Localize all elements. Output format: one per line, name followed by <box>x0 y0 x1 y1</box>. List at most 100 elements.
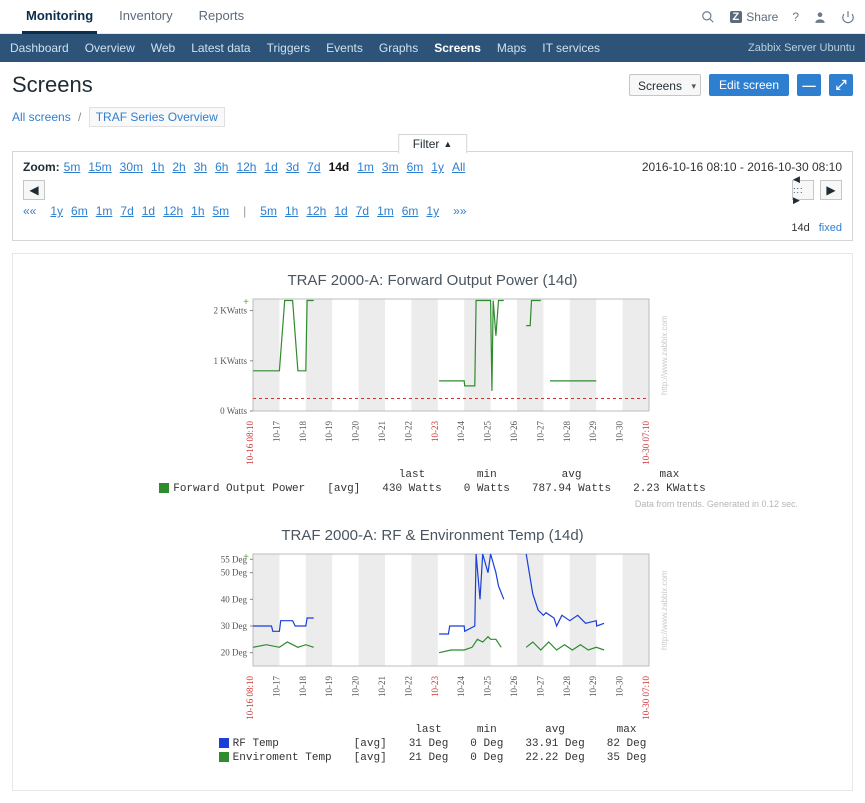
subnav-item-events[interactable]: Events <box>326 35 363 61</box>
svg-text:10-24: 10-24 <box>456 676 466 697</box>
topnav-item-inventory[interactable]: Inventory <box>115 0 176 34</box>
power-icon[interactable] <box>841 10 855 24</box>
shift-left-1y[interactable]: 1y <box>50 204 63 218</box>
shift-right-12h[interactable]: 12h <box>306 204 326 218</box>
zoom-3h[interactable]: 3h <box>194 160 207 174</box>
edit-screen-button[interactable]: Edit screen <box>709 74 789 96</box>
shift-right-1m[interactable]: 1m <box>377 204 394 218</box>
filter-toggle[interactable]: Filter ▲ <box>398 134 468 154</box>
page-head: Screens Screens Edit screen — ⤢ <box>0 62 865 106</box>
shift-right-7d[interactable]: 7d <box>356 204 369 218</box>
svg-text:10-28: 10-28 <box>561 676 571 697</box>
zoom-30m[interactable]: 30m <box>120 160 143 174</box>
zoom-6m[interactable]: 6m <box>407 160 424 174</box>
subnav-item-graphs[interactable]: Graphs <box>379 35 418 61</box>
svg-text:+: + <box>243 552 249 563</box>
shift-right-1y[interactable]: 1y <box>426 204 439 218</box>
search-icon[interactable] <box>700 9 716 25</box>
shift-left-7d[interactable]: 7d <box>120 204 133 218</box>
nav-left-button[interactable]: ◀ <box>23 180 45 200</box>
legend-cell: [avg] <box>344 738 397 750</box>
zoom-7d[interactable]: 7d <box>307 160 320 174</box>
fixed-row: 14d fixed <box>23 222 842 234</box>
subnav-item-maps[interactable]: Maps <box>497 35 526 61</box>
shift-left-dbl[interactable]: «« <box>23 204 36 218</box>
legend-swatch <box>219 738 229 748</box>
zoom-2h[interactable]: 2h <box>172 160 185 174</box>
shift-left-1h[interactable]: 1h <box>191 204 204 218</box>
zoom-3d[interactable]: 3d <box>286 160 299 174</box>
share-button[interactable]: Z Share <box>730 10 779 24</box>
svg-text:10-16 08:10: 10-16 08:10 <box>245 676 255 720</box>
zoom-label: Zoom: <box>23 160 60 174</box>
svg-text:10-23: 10-23 <box>429 676 439 697</box>
legend-cell: 31 Deg <box>399 738 459 750</box>
time-to: 2016-10-30 08:10 <box>747 160 842 174</box>
chart-1: TRAF 2000-A: RF & Environment Temp (14d)… <box>27 527 838 766</box>
subnav-item-screens[interactable]: Screens <box>434 35 481 61</box>
zoom-All[interactable]: All <box>452 160 465 174</box>
fixed-toggle[interactable]: fixed <box>819 222 842 234</box>
subnav-item-overview[interactable]: Overview <box>85 35 135 61</box>
legend-cell: 35 Deg <box>597 752 657 764</box>
subnav-item-dashboard[interactable]: Dashboard <box>10 35 69 61</box>
svg-text:10-19: 10-19 <box>324 676 334 697</box>
shift-left-6m[interactable]: 6m <box>71 204 88 218</box>
subnav-item-it-services[interactable]: IT services <box>542 35 600 61</box>
svg-text:0 Watts: 0 Watts <box>220 406 247 416</box>
shift-left-links: 1y 6m 1m 7d 1d 12h 1h 5m <box>50 204 229 218</box>
svg-text:50 Deg: 50 Deg <box>220 568 247 578</box>
zoom-14d[interactable]: 14d <box>329 160 350 174</box>
svg-text:10-25: 10-25 <box>482 421 492 442</box>
zoom-1m[interactable]: 1m <box>357 160 374 174</box>
time-slider[interactable]: ◀ ::: ▶ <box>792 180 814 200</box>
topnav: Monitoring Inventory Reports <box>22 0 248 34</box>
user-icon[interactable] <box>813 10 827 24</box>
svg-text:+: + <box>243 297 249 308</box>
legend-cell: 82 Deg <box>597 738 657 750</box>
zoom-3m[interactable]: 3m <box>382 160 399 174</box>
help-icon[interactable]: ? <box>792 10 799 24</box>
nav-right-button[interactable]: ▶ <box>820 180 842 200</box>
zoom-6h[interactable]: 6h <box>215 160 228 174</box>
svg-text:10-22: 10-22 <box>403 676 413 697</box>
shift-left-5m[interactable]: 5m <box>213 204 230 218</box>
subnav-item-web[interactable]: Web <box>151 35 175 61</box>
zoom-1h[interactable]: 1h <box>151 160 164 174</box>
screens-select[interactable]: Screens <box>629 74 701 96</box>
zoom-1y[interactable]: 1y <box>431 160 444 174</box>
time-from: 2016-10-16 08:10 <box>642 160 737 174</box>
zoom-12h[interactable]: 12h <box>236 160 256 174</box>
subnav-item-triggers[interactable]: Triggers <box>267 35 311 61</box>
shift-right-dbl[interactable]: »» <box>453 204 466 218</box>
fullscreen-button[interactable]: ⤢ <box>829 74 853 96</box>
shift-right-1h[interactable]: 1h <box>285 204 298 218</box>
shift-right-5m[interactable]: 5m <box>260 204 277 218</box>
collapse-button[interactable]: — <box>797 74 821 96</box>
legend-cell: 0 Deg <box>460 752 513 764</box>
svg-text:10-21: 10-21 <box>377 421 387 442</box>
zoom-15m[interactable]: 15m <box>88 160 111 174</box>
topnav-item-reports[interactable]: Reports <box>195 0 249 34</box>
server-label: Zabbix Server Ubuntu <box>748 42 855 54</box>
filter-label: Filter <box>413 137 440 151</box>
svg-text:1 KWatts: 1 KWatts <box>213 356 247 366</box>
chart-title: TRAF 2000-A: Forward Output Power (14d) <box>27 272 838 289</box>
svg-text:20 Deg: 20 Deg <box>220 648 247 658</box>
legend-cell: 787.94 Watts <box>522 483 621 495</box>
shift-left-12h[interactable]: 12h <box>163 204 183 218</box>
topnav-item-monitoring[interactable]: Monitoring <box>22 0 97 34</box>
shift-right-1d[interactable]: 1d <box>334 204 347 218</box>
charts-panel: TRAF 2000-A: Forward Output Power (14d) 0… <box>12 253 853 791</box>
shift-left-1d[interactable]: 1d <box>142 204 155 218</box>
shift-left-1m[interactable]: 1m <box>96 204 113 218</box>
svg-text:10-18: 10-18 <box>297 676 307 697</box>
breadcrumb-root[interactable]: All screens <box>12 110 71 124</box>
legend-cell: [avg] <box>344 752 397 764</box>
zoom-5m[interactable]: 5m <box>64 160 81 174</box>
legend-cell: [avg] <box>317 483 370 495</box>
zoom-1d[interactable]: 1d <box>264 160 277 174</box>
shift-right-6m[interactable]: 6m <box>402 204 419 218</box>
subnav-item-latest-data[interactable]: Latest data <box>191 35 250 61</box>
legend-cell: Enviroment Temp <box>209 752 342 764</box>
